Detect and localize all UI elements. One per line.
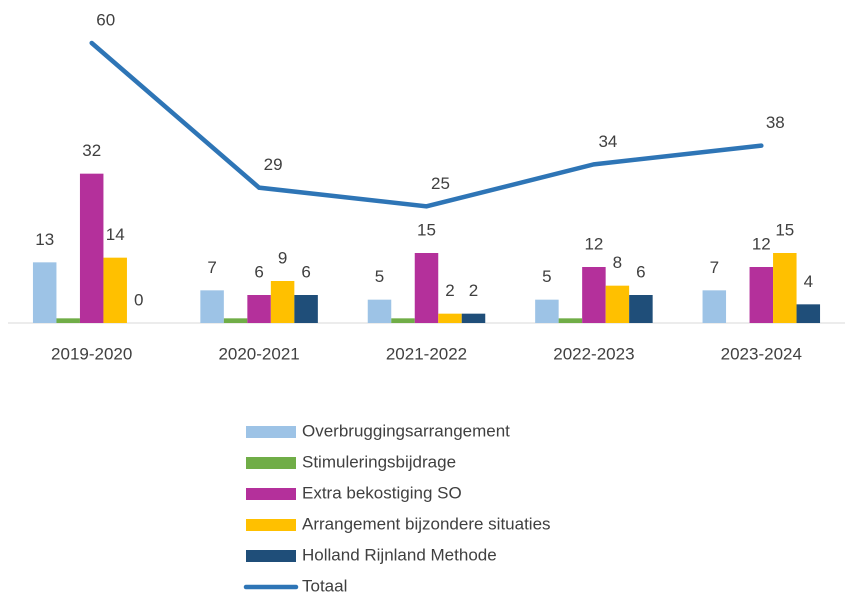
bar (414, 253, 439, 323)
legend-swatch (246, 488, 296, 500)
data-label: 5 (375, 267, 384, 286)
legend-label: Stimuleringsbijdrage (302, 452, 456, 471)
bar (582, 267, 606, 323)
data-label: 32 (82, 141, 101, 160)
bar (558, 318, 583, 323)
legend-swatch (246, 519, 296, 531)
data-label: 15 (417, 220, 436, 239)
line (89, 40, 764, 209)
data-label: 15 (775, 220, 794, 239)
bar (438, 313, 462, 323)
bar (702, 290, 727, 323)
data-label: 0 (134, 290, 143, 309)
x-tick-label: 2022-2023 (553, 344, 634, 363)
data-label: 60 (96, 10, 115, 29)
data-label: 8 (613, 253, 622, 272)
data-label: 13 (35, 230, 54, 249)
data-label: 6 (254, 262, 263, 281)
bar (535, 299, 559, 323)
legend-label: Arrangement bijzondere situaties (302, 514, 551, 533)
bar (294, 295, 318, 323)
data-label: 7 (207, 258, 216, 277)
data-label: 12 (584, 234, 603, 253)
data-label: 2 (445, 281, 454, 300)
data-label: 2 (469, 281, 478, 300)
legend-swatch (246, 426, 296, 438)
legend-label: Holland Rijnland Methode (302, 545, 497, 564)
bar (247, 295, 271, 323)
bar (56, 318, 80, 323)
data-label: 34 (598, 132, 617, 151)
data-label: 9 (278, 248, 287, 267)
data-label: 6 (636, 262, 645, 281)
bar (103, 257, 127, 323)
legend-swatch (246, 550, 296, 562)
bar (605, 285, 630, 323)
data-label: 4 (804, 272, 813, 291)
data-label: 7 (710, 258, 719, 277)
bar (200, 290, 224, 323)
bar (270, 281, 295, 323)
bar (32, 262, 57, 323)
bar (796, 304, 821, 323)
legend-label: Totaal (302, 576, 347, 595)
bar (391, 318, 415, 323)
legend-swatch (246, 457, 296, 469)
legend-label: Overbruggingsarrangement (302, 421, 510, 440)
bar (79, 173, 104, 323)
bar (367, 299, 392, 323)
data-label: 29 (264, 155, 283, 174)
bar (773, 253, 797, 323)
bar (629, 295, 653, 323)
bar (461, 313, 486, 323)
x-tick-label: 2021-2022 (386, 344, 467, 363)
bar (749, 267, 774, 323)
data-label: 5 (542, 267, 551, 286)
data-label: 12 (752, 234, 771, 253)
x-tick-label: 2019-2020 (51, 344, 132, 363)
legend-label: Extra bekostiging SO (302, 483, 462, 502)
x-tick-label: 2023-2024 (721, 344, 802, 363)
bar (223, 318, 248, 323)
data-label: 6 (301, 262, 310, 281)
data-label: 25 (431, 174, 450, 193)
data-label: 38 (766, 113, 785, 132)
data-label: 14 (106, 225, 125, 244)
x-tick-label: 2020-2021 (218, 344, 299, 363)
